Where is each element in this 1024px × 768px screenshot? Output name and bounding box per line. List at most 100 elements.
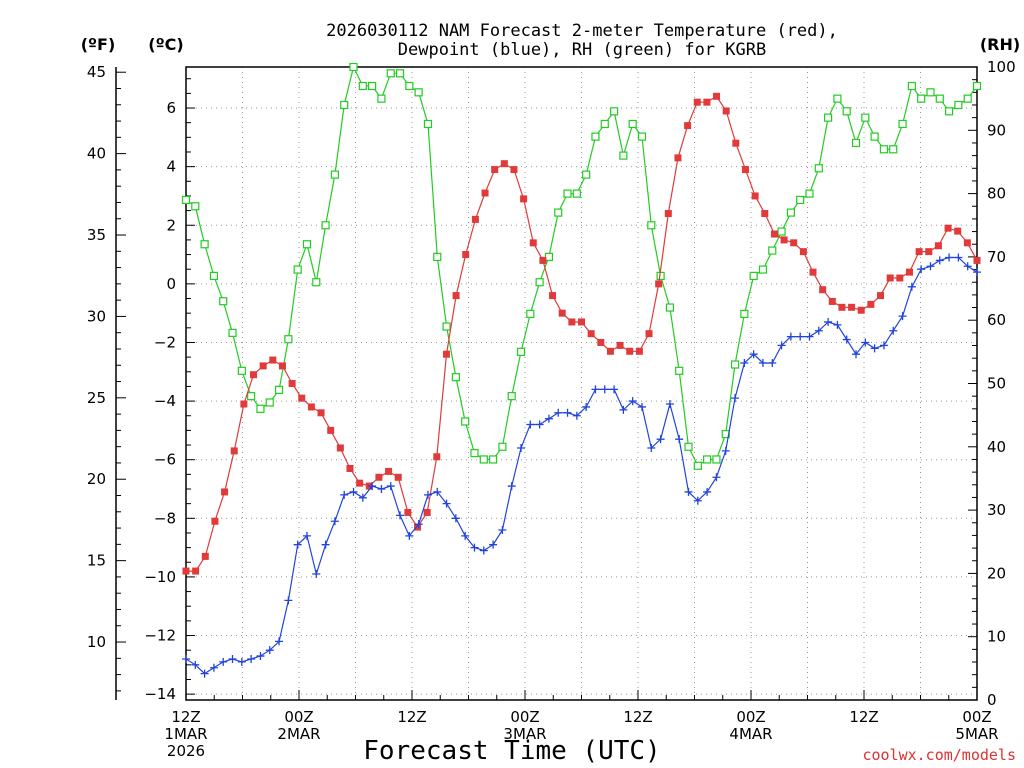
chart-title-line-1: 2026030112 NAM Forecast 2-meter Temperat… [326,21,838,41]
data-point [712,455,721,464]
celsius-tick-label: 2 [166,216,176,234]
data-point [907,282,916,291]
data-point [898,119,907,129]
time-tick-label: 12Z [171,708,200,726]
rh-series [181,62,982,470]
celsius-tick-label: −10 [144,568,176,586]
data-point [972,81,982,91]
data-point [481,189,489,197]
fahrenheit-unit-label: (ºF) [81,35,116,54]
data-point [852,350,861,359]
celsius-tick-label: −4 [154,392,176,410]
data-point [905,268,913,276]
data-point [549,292,557,300]
data-point [780,236,788,244]
data-point [799,248,807,256]
data-point [349,487,358,496]
data-point [842,335,851,344]
data-point [442,499,451,508]
data-point [915,248,923,256]
chart-title: 2026030112 NAM Forecast 2-meter Temperat… [326,21,838,60]
data-point [857,306,865,314]
rh-tick-label: 90 [987,121,1006,139]
data-point [889,145,898,154]
rh-tick-label: 10 [987,628,1006,646]
data-point [703,98,711,106]
data-point [228,328,237,337]
data-point [867,300,875,308]
data-point [312,569,321,578]
rh-axis: 0 10 20 30 40 50 60 70 80 90 100 [968,58,1016,709]
data-point [451,373,460,382]
data-point [768,358,777,367]
data-point [786,208,795,217]
data-point [209,271,219,280]
data-point [489,540,498,549]
data-point [423,490,432,499]
data-point [423,508,431,516]
data-point [805,189,814,198]
data-point [628,119,637,129]
data-point [879,145,889,154]
data-point [647,221,656,230]
time-tick-label: 3MAR [503,725,546,743]
data-point [192,567,200,575]
rh-tick-label: 50 [987,375,1006,393]
data-point [510,166,518,174]
data-point [507,482,516,491]
data-point [517,443,526,452]
data-point [619,151,628,160]
data-point [578,318,585,326]
data-point [274,385,284,394]
data-point [284,335,293,344]
data-point [470,543,479,552]
rh-tick-label: 60 [987,311,1006,329]
data-point [516,347,526,356]
data-point [637,402,646,411]
data-point [877,292,885,300]
data-point [973,256,981,264]
data-point [247,392,256,401]
rh-tick-label: 80 [987,185,1006,203]
data-point [414,88,423,97]
data-point [619,405,628,414]
data-point [945,253,954,262]
celsius-tick-label: −14 [144,685,176,703]
data-point [395,69,405,78]
celsius-tick-label: 6 [166,99,176,117]
data-point [330,517,339,526]
time-tick-label: 00Z [736,708,765,726]
data-point [471,215,479,223]
data-point [247,654,256,663]
data-point [479,455,488,464]
data-point [665,303,675,312]
data-point [600,385,609,394]
data-point [396,511,405,520]
data-point [265,646,274,655]
data-point [626,347,634,355]
data-point [740,309,749,318]
data-point [796,332,805,341]
fahrenheit-tick-label: 15 [87,552,106,570]
data-point [182,567,190,575]
data-point [368,81,377,91]
data-point [375,473,383,481]
data-point [703,455,712,464]
data-point [693,461,702,470]
data-point [275,637,284,646]
data-point [302,240,312,249]
celsius-unit-label: (ºC) [148,35,183,54]
data-point [237,366,246,375]
data-point [645,330,653,338]
data-point [377,94,386,103]
data-point [886,274,894,282]
data-point [758,358,767,367]
data-point [240,400,248,408]
data-point [414,520,423,529]
data-point [861,338,870,347]
fahrenheit-tick-label: 40 [87,145,106,163]
data-point [211,517,219,525]
x-axis-label: Forecast Time (UTC) [363,736,660,766]
data-point [414,523,422,531]
